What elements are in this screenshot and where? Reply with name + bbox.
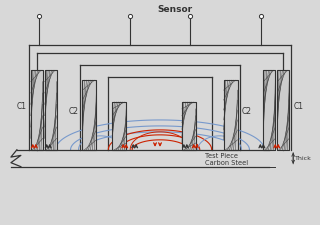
Text: Sensor: Sensor: [157, 5, 192, 14]
Bar: [224, 80, 237, 150]
Bar: [182, 102, 196, 150]
Bar: [277, 70, 289, 150]
Text: C1: C1: [17, 101, 27, 110]
Text: Thick: Thick: [295, 156, 312, 161]
Bar: [263, 70, 275, 150]
Text: C2: C2: [68, 107, 78, 116]
Bar: [112, 102, 126, 150]
Bar: [31, 70, 43, 150]
Bar: [45, 70, 57, 150]
Text: C1: C1: [293, 101, 303, 110]
Text: C2: C2: [242, 107, 252, 116]
Text: Test Piece
Carbon Steel: Test Piece Carbon Steel: [205, 153, 248, 166]
Bar: [83, 80, 96, 150]
